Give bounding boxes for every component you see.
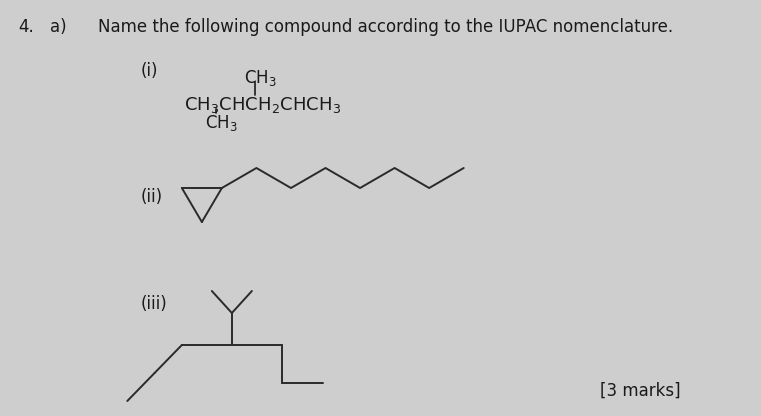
- Text: (ii): (ii): [141, 188, 163, 206]
- Text: (i): (i): [141, 62, 158, 80]
- Text: Name the following compound according to the IUPAC nomenclature.: Name the following compound according to…: [98, 18, 673, 36]
- Text: (iii): (iii): [141, 295, 167, 313]
- Text: [3 marks]: [3 marks]: [600, 382, 680, 400]
- Text: $\mathregular{CH_3CHCH_2CHCH_3}$: $\mathregular{CH_3CHCH_2CHCH_3}$: [183, 95, 341, 115]
- Text: $\mathregular{CH_3}$: $\mathregular{CH_3}$: [205, 113, 238, 133]
- Text: 4.: 4.: [18, 18, 34, 36]
- Text: a): a): [50, 18, 67, 36]
- Text: $\mathregular{CH_3}$: $\mathregular{CH_3}$: [244, 68, 276, 88]
